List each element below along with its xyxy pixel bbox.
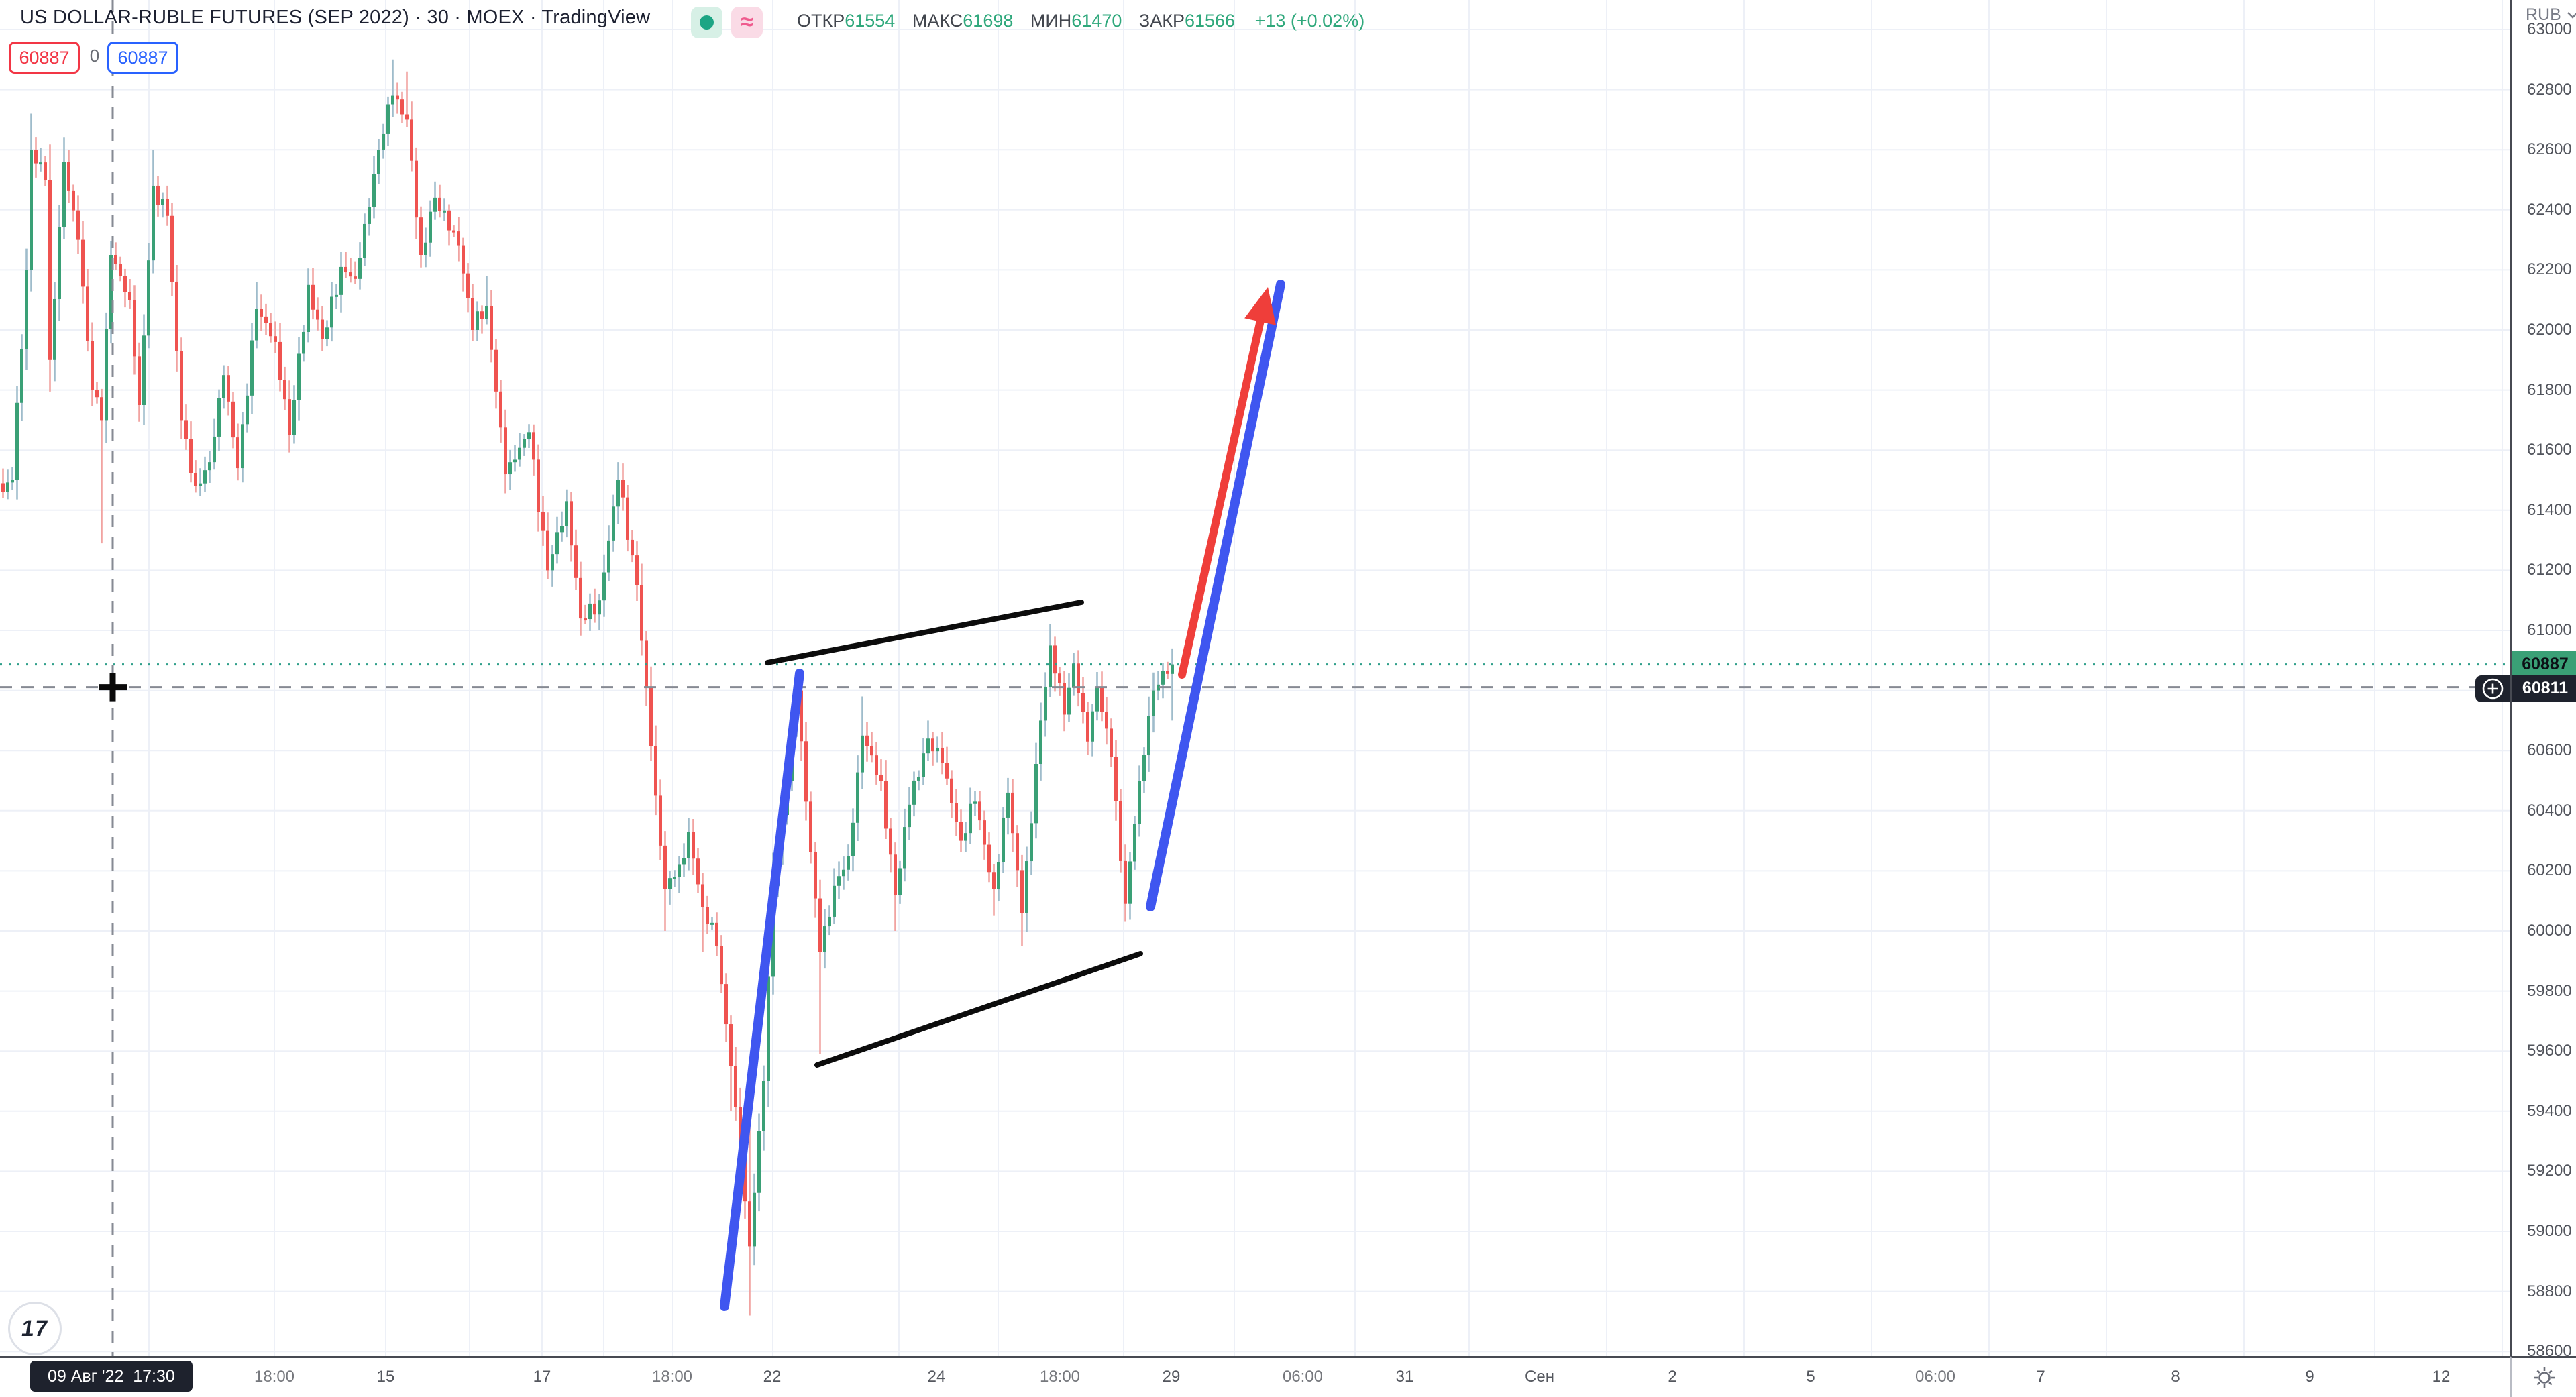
price-axis-label: 61400 xyxy=(2527,500,2572,519)
price-axis-label: 61600 xyxy=(2527,441,2572,459)
price-axis-label: 62200 xyxy=(2527,260,2572,279)
price-axis-label: 60400 xyxy=(2527,801,2572,820)
open-label: ОТКР xyxy=(797,11,845,31)
crosshair-time-tooltip: 09 Авг '22 17:30 xyxy=(30,1361,193,1392)
add-order-button[interactable] xyxy=(2475,675,2510,702)
approx-icon: ≈ xyxy=(741,9,753,35)
price-axis-label: 62000 xyxy=(2527,321,2572,339)
price-axis-label: 61800 xyxy=(2527,380,2572,399)
time-axis-label: 06:00 xyxy=(1282,1367,1324,1386)
time-axis-label: 15 xyxy=(376,1367,395,1386)
change-value: +13 (+0.02%) xyxy=(1254,11,1365,31)
price-axis-label: 58800 xyxy=(2527,1282,2572,1300)
time-axis-label: 18:00 xyxy=(651,1367,693,1386)
impulse-line-right[interactable] xyxy=(1146,280,1285,911)
time-axis-label: 22 xyxy=(763,1367,782,1386)
high-label: МАКС xyxy=(912,11,963,31)
price-axis-label: 59400 xyxy=(2527,1101,2572,1120)
sell-price: 60887 xyxy=(19,47,70,68)
time-axis-label: 2 xyxy=(1668,1367,1677,1386)
price-axis-label: 59200 xyxy=(2527,1162,2572,1180)
gridlines xyxy=(0,0,2510,1356)
last-price-badge: 60887 xyxy=(2512,651,2576,678)
currency-selector[interactable]: RUB xyxy=(2526,5,2576,25)
price-axis-label: 59000 xyxy=(2527,1222,2572,1240)
time-axis-label: Сен xyxy=(1525,1367,1554,1386)
crosshair-price-badge: 60811 xyxy=(2512,675,2576,702)
tv-logo-glyph: 17 xyxy=(19,1315,50,1341)
price-axis-label: 63000 xyxy=(2527,20,2572,38)
price-axis-label: 62400 xyxy=(2527,200,2572,219)
delayed-data-badge[interactable]: ≈ xyxy=(731,7,763,38)
upper-channel-line[interactable] xyxy=(765,600,1084,665)
currency-label: RUB xyxy=(2526,5,2561,24)
ohlc-readout: ОТКР61554 МАКС61698 МИН61470 ЗАКР61566 +… xyxy=(797,11,1364,32)
crosshair-cursor-icon xyxy=(99,673,127,702)
close-value: 61566 xyxy=(1184,11,1236,31)
price-axis-label: 60600 xyxy=(2527,741,2572,760)
time-axis-label: 17 xyxy=(533,1367,551,1386)
time-axis-label: 9 xyxy=(2305,1367,2314,1386)
time-axis-label: 24 xyxy=(927,1367,946,1386)
price-axis-label: 62800 xyxy=(2527,80,2572,99)
buy-button[interactable]: 60887 xyxy=(107,42,178,74)
high-value: 61698 xyxy=(963,11,1014,31)
time-axis-label: 18:00 xyxy=(1039,1367,1081,1386)
close-label: ЗАКР xyxy=(1138,11,1185,31)
chevron-down-icon xyxy=(2567,11,2576,19)
crosshair xyxy=(0,0,2510,1356)
low-label: МИН xyxy=(1030,11,1072,31)
time-axis-label: 7 xyxy=(2036,1367,2045,1386)
buy-price: 60887 xyxy=(117,47,168,68)
time-axis-label: 18:00 xyxy=(254,1367,295,1386)
price-axis-label: 59600 xyxy=(2527,1042,2572,1060)
crosshair-time-value: 09 Авг '22 17:30 xyxy=(48,1366,175,1386)
tradingview-logo[interactable]: 17 xyxy=(8,1302,62,1355)
price-axis-label: 62600 xyxy=(2527,140,2572,159)
projection-arrow[interactable] xyxy=(1178,287,1277,679)
price-axis-label: 60000 xyxy=(2527,921,2572,940)
price-axis[interactable]: RUB 63000 62800 62600 62400 62200 62000 61800 6… xyxy=(2510,0,2576,1360)
symbol-title[interactable]: US DOLLAR-RUBLE FUTURES (SEP 2022) · 30 … xyxy=(20,7,651,28)
gear-icon xyxy=(2534,1367,2555,1388)
time-axis-label: 29 xyxy=(1162,1367,1181,1386)
market-status-badge[interactable] xyxy=(691,7,722,38)
spread-value: 0 xyxy=(89,46,100,66)
time-axis-label: 06:00 xyxy=(1915,1367,1956,1386)
low-value: 61470 xyxy=(1071,11,1122,31)
impulse-line-left[interactable] xyxy=(720,669,804,1311)
time-axis-label: 5 xyxy=(1806,1367,1815,1386)
time-axis-label: 31 xyxy=(1395,1367,1414,1386)
candle-bodies xyxy=(1,95,1174,1247)
price-axis-label: 59800 xyxy=(2527,981,2572,1000)
axis-settings-corner[interactable] xyxy=(2510,1356,2576,1397)
last-price-value: 60887 xyxy=(2522,655,2569,674)
crosshair-price-value: 60811 xyxy=(2522,679,2569,698)
lower-channel-line[interactable] xyxy=(814,951,1143,1068)
time-axis-label: 12 xyxy=(2432,1367,2451,1386)
price-axis-label: 60200 xyxy=(2527,861,2572,880)
sell-button[interactable]: 60887 xyxy=(9,42,80,74)
chart-canvas[interactable] xyxy=(0,0,2510,1356)
circle-plus-icon xyxy=(2482,678,2504,699)
price-axis-label: 61200 xyxy=(2527,561,2572,579)
time-axis-label: 8 xyxy=(2171,1367,2180,1386)
open-value: 61554 xyxy=(845,11,896,31)
market-open-dot-icon xyxy=(700,15,714,30)
time-axis[interactable]: 18:00 15 17 18:00 22 24 18:00 29 06:00 31 Сен 2 5 06:… xyxy=(0,1356,2510,1397)
price-axis-label: 61000 xyxy=(2527,621,2572,639)
